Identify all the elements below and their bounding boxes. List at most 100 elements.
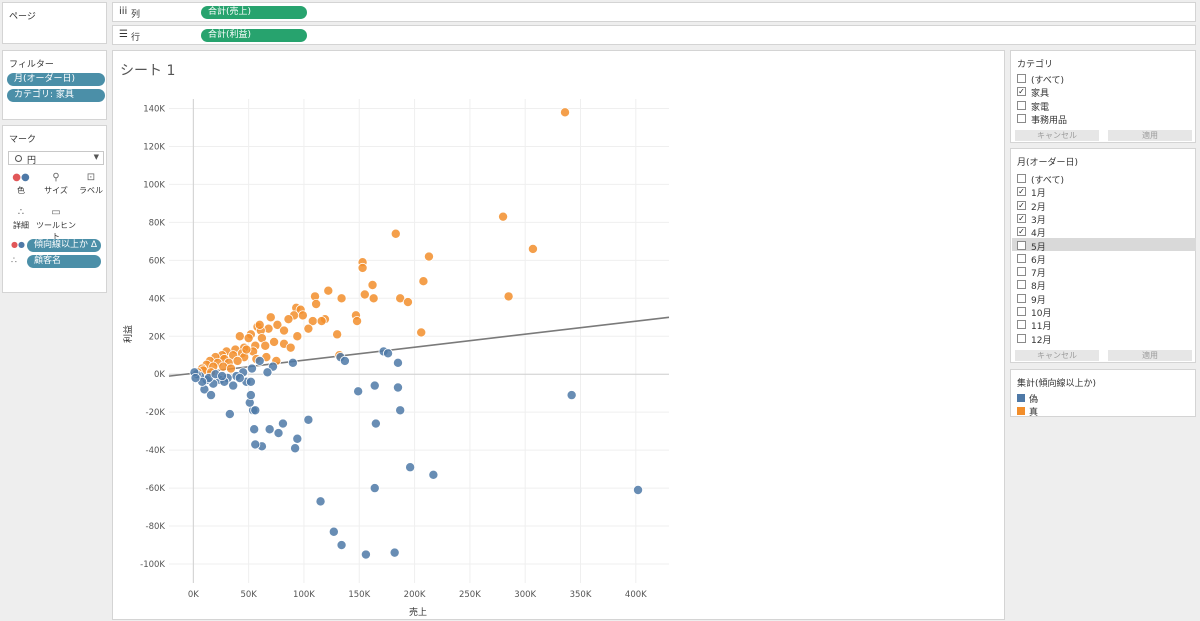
checkbox[interactable]: ✓ — [1017, 213, 1026, 223]
checkbox[interactable]: ✓ — [1017, 187, 1026, 197]
filter-pill-month[interactable]: 月(オーダー日) — [7, 73, 105, 86]
month-filter-item-label: 9月 — [1031, 295, 1046, 306]
month-filter-item[interactable]: 8月 — [1017, 278, 1197, 293]
checkbox[interactable]: ✓ — [1017, 227, 1026, 237]
rows-label: 行 — [131, 33, 141, 43]
category-filter-item-label: (すべて) — [1031, 76, 1065, 86]
data-point — [287, 357, 298, 368]
checkbox[interactable] — [1017, 174, 1026, 183]
rows-shelf[interactable]: ☰ 行 合計(利益) — [112, 25, 1196, 45]
color-button[interactable]: ●● 色 — [6, 170, 36, 200]
checkbox[interactable] — [1017, 293, 1026, 303]
data-point — [250, 439, 261, 450]
category-filter-item[interactable]: (すべて) — [1017, 72, 1197, 86]
checkbox[interactable]: ✓ — [1017, 200, 1026, 210]
month-filter-item[interactable]: ✓ 1月 — [1017, 185, 1197, 200]
month-filter-item[interactable]: 7月 — [1017, 265, 1197, 279]
month-filter-item-label: 1月 — [1031, 189, 1046, 200]
columns-pill-sales[interactable]: 合計(売上) — [201, 6, 307, 19]
month-filter-item[interactable]: ✓ 3月 — [1017, 212, 1197, 226]
checkbox[interactable] — [1017, 74, 1026, 83]
data-point — [428, 469, 439, 480]
month-filter-item-label: 4月 — [1031, 229, 1046, 240]
checkbox[interactable] — [1017, 267, 1026, 277]
legend-label-true: 真 — [1029, 408, 1039, 418]
month-filter-card: 月(オーダー日) (すべて) ✓ 1月 ✓ 2月 ✓ 3月 ✓ 4月 5月 6月 7月 8月 9月 10月 1… — [1010, 148, 1196, 363]
x-tick-label: 300K — [514, 590, 536, 600]
month-filter-item[interactable]: 6月 — [1017, 252, 1197, 266]
columns-shelf[interactable]: iii 列 合計(売上) — [112, 2, 1196, 22]
month-filter-item[interactable]: ✓ 4月 — [1017, 225, 1197, 240]
data-point — [232, 355, 243, 366]
pages-panel: ページ — [2, 2, 107, 44]
month-filter-item[interactable]: 11月 — [1017, 318, 1197, 333]
chart-panel: シート 1 -100K -80K -60K -40K -20K 0K 20K 40K 60K 80… — [112, 50, 1005, 620]
data-point — [250, 405, 261, 416]
category-filter-title: カテゴリ — [1017, 60, 1054, 70]
month-apply-button[interactable]: 適用 — [1108, 350, 1192, 361]
month-filter-item[interactable]: 10月 — [1017, 305, 1197, 319]
marks-title: マーク — [9, 135, 37, 145]
x-tick-label: 50K — [240, 590, 257, 600]
size-icon: ⚲ — [52, 172, 60, 183]
data-point — [395, 405, 406, 416]
legend-card: 集計(傾向線以上か) 偽 真 — [1010, 369, 1196, 418]
data-point — [633, 484, 644, 495]
marks-field-trend[interactable]: 傾向線以上か Δ — [27, 239, 101, 252]
marks-field-customer[interactable]: 顧客名 — [27, 255, 101, 268]
legend-swatch-false — [1017, 394, 1025, 402]
data-point — [217, 371, 228, 382]
columns-icon: iii — [119, 6, 128, 17]
data-point — [352, 316, 363, 327]
filter-pill-category[interactable]: カテゴリ: 家具 — [7, 89, 105, 102]
mark-type-dropdown[interactable]: 円 ▼ — [8, 151, 104, 166]
data-point — [303, 414, 314, 425]
checkbox[interactable] — [1017, 333, 1026, 343]
checkbox[interactable] — [1017, 307, 1026, 316]
month-cancel-button[interactable]: キャンセル — [1015, 350, 1099, 361]
month-filter-item[interactable]: 12月 — [1017, 332, 1197, 346]
month-filter-item[interactable]: ✓ 2月 — [1017, 199, 1197, 213]
data-point — [254, 319, 265, 330]
checkbox[interactable] — [1017, 253, 1026, 263]
month-filter-item-label: 8月 — [1031, 282, 1046, 293]
data-point — [503, 291, 514, 302]
data-point — [368, 293, 379, 304]
checkbox[interactable] — [1017, 240, 1026, 250]
size-button[interactable]: ⚲ サイズ — [40, 170, 72, 200]
detail-button[interactable]: ∴ 詳細 — [6, 205, 36, 235]
category-cancel-button[interactable]: キャンセル — [1015, 130, 1099, 141]
data-point — [243, 333, 254, 344]
tooltip-button[interactable]: ▭ ツールヒント — [36, 205, 76, 241]
rows-pill-profit[interactable]: 合計(利益) — [201, 29, 307, 42]
checkbox[interactable]: ✓ — [1017, 87, 1026, 97]
y-tick-label: -40K — [146, 446, 166, 456]
category-filter-item[interactable]: ✓ 家具 — [1017, 85, 1197, 100]
month-filter-item[interactable]: 5月 — [1017, 239, 1197, 253]
filters-title: フィルター — [9, 60, 54, 70]
month-filter-item-label: 11月 — [1031, 322, 1052, 333]
checkbox[interactable] — [1017, 280, 1026, 290]
month-filter-item[interactable]: (すべて) — [1017, 172, 1197, 186]
data-point — [290, 443, 301, 454]
month-filter-item-label: 3月 — [1031, 215, 1046, 226]
checkbox[interactable] — [1017, 320, 1026, 330]
data-point — [234, 331, 245, 342]
category-filter-item-label: 家具 — [1031, 89, 1050, 100]
y-tick-label: -80K — [146, 522, 166, 532]
month-filter-item-label: 10月 — [1031, 309, 1052, 319]
y-tick-label: 120K — [143, 142, 165, 152]
y-tick-label: 20K — [149, 332, 166, 342]
category-filter-item[interactable]: 家電 — [1017, 99, 1197, 113]
category-filter-item[interactable]: 事務用品 — [1017, 112, 1197, 126]
month-filter-title: 月(オーダー日) — [1017, 158, 1079, 168]
data-point — [360, 549, 371, 560]
checkbox[interactable] — [1017, 113, 1026, 123]
label-button[interactable]: ⊡ ラベル — [76, 170, 106, 200]
month-filter-item-label: 5月 — [1031, 242, 1046, 253]
month-filter-item[interactable]: 9月 — [1017, 292, 1197, 306]
category-apply-button[interactable]: 適用 — [1108, 130, 1192, 141]
data-point — [245, 390, 256, 401]
data-point — [359, 289, 370, 300]
checkbox[interactable] — [1017, 100, 1026, 110]
